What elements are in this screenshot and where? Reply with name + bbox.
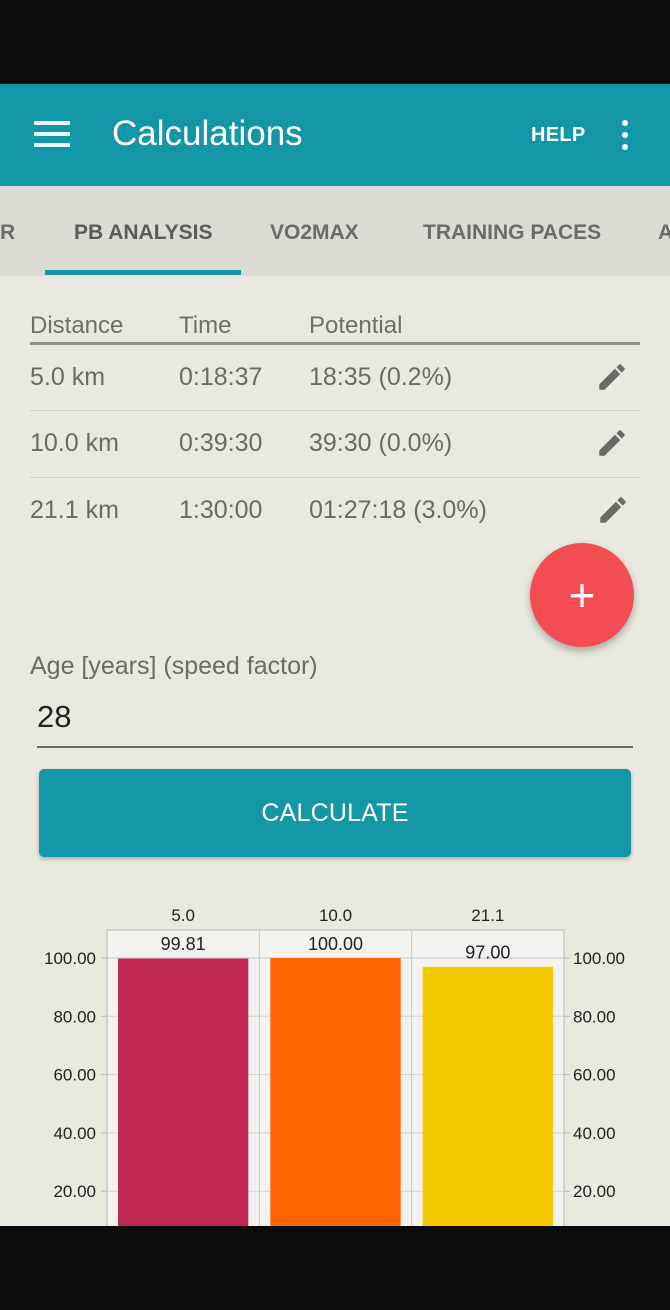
table-row: 10.0 km 0:39:30 39:30 (0.0%) xyxy=(30,411,640,477)
help-button[interactable]: HELP xyxy=(531,124,586,146)
chart-bar xyxy=(270,958,401,1226)
main-content: Distance Time Potential 5.0 km 0:18:37 1… xyxy=(0,276,670,1226)
header-divider xyxy=(30,342,640,345)
chart-y-tick-left: 80.00 xyxy=(53,1007,96,1026)
tab-partial-left[interactable]: R xyxy=(0,221,16,244)
cell-distance: 5.0 km xyxy=(30,363,106,391)
tab-bar: R PB ANALYSIS VO2MAX TRAINING PACES A xyxy=(0,186,670,276)
add-result-button[interactable]: + xyxy=(530,543,634,647)
chart-category-label: 21.1 xyxy=(471,906,504,925)
navigation-bar xyxy=(0,1226,670,1310)
chart-bar xyxy=(118,958,249,1226)
age-input[interactable] xyxy=(37,688,633,748)
cell-time: 0:39:30 xyxy=(179,429,263,457)
tab-vo2max[interactable]: VO2MAX xyxy=(270,221,359,244)
chart-bar xyxy=(422,966,553,1226)
edit-pencil-icon[interactable] xyxy=(595,360,629,394)
tab-partial-right[interactable]: A xyxy=(658,221,670,244)
cell-potential: 18:35 (0.2%) xyxy=(309,363,453,391)
chart-y-tick-right: 60.00 xyxy=(573,1066,616,1085)
cell-distance: 21.1 km xyxy=(30,496,119,524)
header-potential: Potential xyxy=(309,312,403,339)
plus-icon: + xyxy=(568,569,596,621)
hamburger-menu-icon[interactable] xyxy=(34,121,70,147)
chart-y-tick-right: 100.00 xyxy=(573,949,625,968)
tab-training-paces[interactable]: TRAINING PACES xyxy=(423,221,602,244)
table-row: 21.1 km 1:30:00 01:27:18 (3.0%) xyxy=(30,478,640,544)
more-options-icon[interactable] xyxy=(612,118,638,152)
chart-value-label: 97.00 xyxy=(465,943,510,963)
app-bar: Calculations HELP xyxy=(0,84,670,186)
cell-time: 1:30:00 xyxy=(179,496,263,524)
edit-pencil-icon[interactable] xyxy=(595,426,629,460)
row-divider xyxy=(30,410,640,411)
cell-potential: 01:27:18 (3.0%) xyxy=(309,496,487,524)
potential-bar-chart: 100.00 100.00 80.00 80.00 60.00 60.00 40.00 40.… xyxy=(44,906,625,1226)
active-tab-indicator xyxy=(45,270,241,275)
page-title: Calculations xyxy=(112,114,303,153)
chart-value-label: 99.81 xyxy=(161,934,206,954)
chart-category-label: 10.0 xyxy=(319,906,352,925)
cell-potential: 39:30 (0.0%) xyxy=(309,429,453,457)
chart-value-label: 100.00 xyxy=(308,934,363,954)
chart-y-tick-left: 20.00 xyxy=(53,1182,96,1201)
age-label: Age [years] (speed factor) xyxy=(30,652,318,680)
chart-y-tick-right: 80.00 xyxy=(573,1007,616,1026)
chart-y-tick-left: 100.00 xyxy=(44,949,96,968)
chart-y-tick-right: 20.00 xyxy=(573,1182,616,1201)
header-distance: Distance xyxy=(30,312,124,339)
chart-y-tick-left: 60.00 xyxy=(53,1066,96,1085)
status-bar xyxy=(0,0,670,84)
cell-time: 0:18:37 xyxy=(179,363,263,391)
table-row: 5.0 km 0:18:37 18:35 (0.2%) xyxy=(30,345,640,411)
chart-y-tick-left: 40.00 xyxy=(53,1124,96,1143)
cell-distance: 10.0 km xyxy=(30,429,119,457)
header-time: Time xyxy=(179,312,232,339)
chart-category-label: 5.0 xyxy=(171,906,195,925)
calculate-button[interactable]: CALCULATE xyxy=(39,769,631,857)
tab-pb-analysis[interactable]: PB ANALYSIS xyxy=(74,221,213,244)
row-divider xyxy=(30,477,640,478)
edit-pencil-icon[interactable] xyxy=(596,493,630,527)
chart-y-tick-right: 40.00 xyxy=(573,1124,616,1143)
